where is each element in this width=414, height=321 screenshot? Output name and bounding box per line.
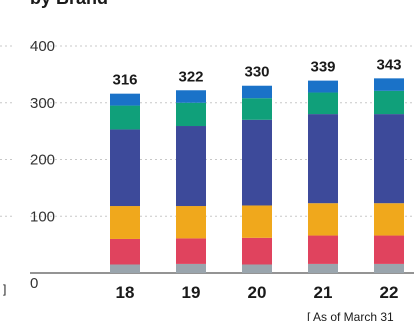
- as-of-note: [ As of March 31: [307, 310, 394, 321]
- bar-segment: [110, 93, 140, 106]
- bar-segment: [110, 105, 140, 130]
- bar-segment: [374, 235, 404, 264]
- bar-stack: [242, 85, 272, 273]
- bar-total-label: 322: [178, 68, 203, 85]
- bar-segment: [308, 80, 338, 93]
- bar-stack: [374, 78, 404, 273]
- bar-stack: [308, 80, 338, 273]
- y-tick-label: 0: [30, 275, 38, 292]
- x-tick-label: 18: [116, 283, 135, 302]
- bar-total-labels: 316 322 330 339 343: [112, 56, 401, 88]
- y-tick-label: 200: [30, 152, 55, 169]
- y-tick-label: 400: [30, 38, 55, 55]
- bar-segment: [110, 238, 140, 265]
- bar-stack: [110, 93, 140, 273]
- bar-segment: [242, 237, 272, 265]
- bar-segment: [176, 102, 206, 127]
- bar-segment: [176, 263, 206, 273]
- bar-segment: [242, 205, 272, 238]
- bar-total-label: 330: [244, 64, 269, 81]
- bar-total-label: 316: [112, 72, 137, 89]
- bar-segment: [374, 90, 404, 115]
- x-tick-label: 19: [182, 283, 201, 302]
- x-tick-label: 21: [314, 283, 333, 302]
- left-edge-mark: ]: [3, 282, 6, 296]
- bar-segment: [374, 114, 404, 204]
- bar-segment: [308, 263, 338, 273]
- y-tick-label: 100: [30, 208, 55, 225]
- bar-total-label: 343: [376, 56, 401, 73]
- x-tick-label: 20: [248, 283, 267, 302]
- bar-segment: [242, 119, 272, 206]
- y-tick-label: 300: [30, 95, 55, 112]
- bar-segment: [242, 98, 272, 120]
- bar-segment: [242, 264, 272, 273]
- gridlines: [0, 45, 414, 274]
- bar-segment: [176, 90, 206, 103]
- bar-segment: [110, 206, 140, 239]
- bar-stacks: [110, 78, 404, 273]
- bar-segment: [242, 85, 272, 99]
- bar-segment: [110, 264, 140, 273]
- bar-segment: [374, 78, 404, 91]
- x-axis-ticks: 18 19 20 21 22: [116, 283, 399, 302]
- x-tick-label: 22: [380, 283, 399, 302]
- bar-segment: [110, 129, 140, 207]
- bar-stack: [176, 90, 206, 273]
- bar-segment: [176, 238, 206, 264]
- bar-segment: [176, 206, 206, 239]
- bar-segment: [308, 235, 338, 264]
- bar-segment: [374, 203, 404, 236]
- y-axis-ticks: 0 100 200 300 400: [30, 38, 55, 292]
- bar-segment: [308, 114, 338, 204]
- bar-segment: [176, 126, 206, 207]
- bar-segment: [308, 203, 338, 236]
- bar-segment: [308, 92, 338, 115]
- bar-segment: [374, 263, 404, 273]
- chart-title: by Brand: [30, 0, 108, 8]
- bar-total-label: 339: [310, 59, 335, 76]
